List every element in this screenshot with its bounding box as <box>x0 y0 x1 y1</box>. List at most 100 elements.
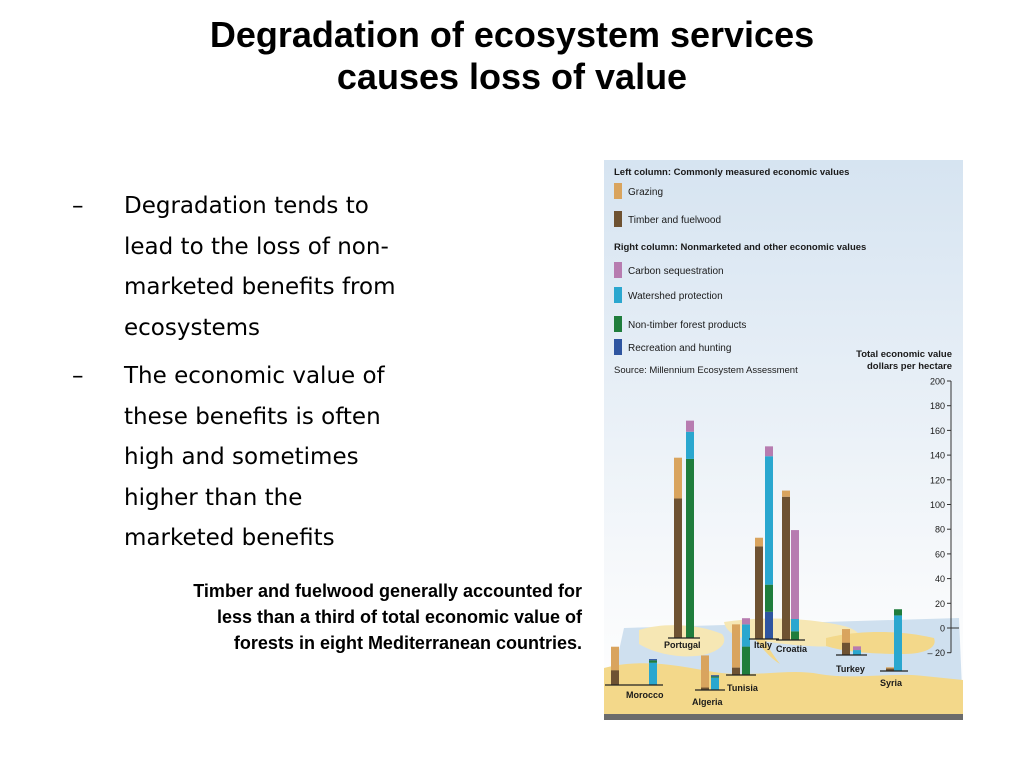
bar-segment-timber-left <box>755 546 763 639</box>
country-label: Tunisia <box>727 683 759 693</box>
bar-segment-carbon-right <box>765 446 773 457</box>
bar-segment-ntfp-right <box>686 458 694 638</box>
bar-segment-recreation-right <box>711 675 719 677</box>
bar-segment-recreation-right <box>765 611 773 639</box>
bar-segment-carbon-right <box>853 646 861 651</box>
bar-segment-timber-left <box>782 496 790 640</box>
y-tick-label: 0 <box>940 624 945 634</box>
caption-line: less than a third of total economic valu… <box>216 607 582 627</box>
legend-label-grazing: Grazing <box>628 187 663 198</box>
source-note: Source: Millennium Ecosystem Assessment <box>614 365 798 376</box>
bar-segment-ntfp-right <box>649 660 657 663</box>
title-line: Degradation of ecosystem services <box>209 14 815 55</box>
legend-swatch-carbon <box>614 262 622 278</box>
bar-segment-timber-left <box>732 667 740 675</box>
bar-segment-timber-left <box>842 642 850 655</box>
y-axis-title-line: Total economic value <box>856 349 952 360</box>
bullet-list: – Degradation tends to lead to the loss … <box>70 186 470 567</box>
bullet-line: Degradation tends to <box>124 193 369 219</box>
bullet-line: ecosystems <box>124 314 261 341</box>
chart-legend: Left column: Commonly measured economic … <box>614 167 866 376</box>
y-tick-label: 60 <box>935 549 945 559</box>
caption-line: Timber and fuelwood generally accounted … <box>193 581 582 601</box>
figure-caption: Timber and fuelwood generally accounted … <box>60 578 582 656</box>
bar-segment-recreation-right <box>649 659 657 661</box>
legend-swatch-grazing <box>614 183 622 199</box>
bar-segment-carbon-right <box>742 618 750 625</box>
legend-swatch-ntfp <box>614 316 622 332</box>
y-tick-label: 180 <box>930 401 945 411</box>
legend-swatch-recreation <box>614 339 622 355</box>
bullet-line: lead to the loss of non- <box>124 233 389 260</box>
country-label: Italy <box>754 640 772 650</box>
bar-segment-ntfp-right <box>711 676 719 678</box>
country-bars-turkey <box>836 629 867 656</box>
country-bars-tunisia <box>726 618 756 676</box>
country-bars-italy <box>749 446 779 640</box>
bullet-line: higher than the <box>124 484 303 511</box>
y-tick-label: 20 <box>935 599 945 609</box>
bar-segment-grazing-left <box>611 646 619 671</box>
bar-segment-watershed-right <box>791 619 799 632</box>
bar-segment-watershed-right <box>765 456 773 585</box>
bar-segment-timber-left <box>674 498 682 638</box>
bar-segment-ntfp-right <box>894 609 902 616</box>
bar-segment-grazing-left <box>782 490 790 497</box>
y-tick-label: 40 <box>935 574 945 584</box>
legend-heading-right: Right column: Nonmarketed and other econ… <box>614 242 866 253</box>
country-bars-croatia <box>776 490 805 641</box>
y-tick-label: 120 <box>930 475 945 485</box>
legend-heading-left: Left column: Commonly measured economic … <box>614 167 849 178</box>
bullet-line: high and sometimes <box>124 444 359 470</box>
map-land-iberia <box>639 625 725 657</box>
bullet-line: The economic value of <box>124 363 385 389</box>
bar-segment-timber-left <box>886 668 894 671</box>
bar-segment-timber-left <box>611 670 619 685</box>
legend-label-recreation: Recreation and hunting <box>628 343 731 354</box>
bullet-line: marketed benefits from <box>124 274 396 300</box>
y-tick-label: – 20 <box>927 648 945 658</box>
bar-segment-watershed-right <box>686 431 694 459</box>
legend-swatch-watershed <box>614 287 622 303</box>
legend-label-timber: Timber and fuelwood <box>628 215 721 226</box>
bar-segment-grazing-left <box>674 457 682 499</box>
country-label: Morocco <box>626 690 664 700</box>
bar-segment-carbon-right <box>791 530 799 620</box>
economic-value-figure: Left column: Commonly measured economic … <box>604 160 963 720</box>
y-tick-label: 140 <box>930 451 945 461</box>
y-tick-label: 160 <box>930 426 945 436</box>
bar-segment-ntfp-right <box>791 631 799 640</box>
slide-title: Degradation of ecosystem services causes… <box>100 14 924 98</box>
bullet-item: – Degradation tends to lead to the loss … <box>70 186 470 348</box>
bar-segment-grazing-left <box>732 624 740 668</box>
bar-segment-ntfp-right <box>765 584 773 612</box>
map-land-south <box>604 663 963 718</box>
bar-segment-ntfp-right <box>742 646 750 675</box>
country-bars-morocco <box>605 646 663 686</box>
bar-segment-watershed-right <box>649 662 657 685</box>
bar-segment-watershed-right <box>742 624 750 647</box>
country-bars-portugal <box>668 420 700 639</box>
bar-segment-watershed-right <box>853 650 861 655</box>
bar-segment-grazing-left <box>842 629 850 643</box>
bar-segment-grazing-left <box>755 537 763 547</box>
bullet-line: these benefits is often <box>124 403 381 430</box>
country-label: Algeria <box>692 697 724 707</box>
legend-label-carbon: Carbon sequestration <box>628 266 724 277</box>
legend-label-watershed: Watershed protection <box>628 291 723 302</box>
bar-segment-carbon-right <box>686 420 694 432</box>
title-line: causes loss of value <box>336 56 688 97</box>
bar-segment-grazing-left <box>701 655 709 688</box>
caption-line: forests in eight Mediterranean countries… <box>233 633 582 653</box>
legend-label-ntfp: Non-timber forest products <box>628 320 746 331</box>
country-label: Turkey <box>836 664 865 674</box>
bullet-item: – The economic value of these benefits i… <box>70 356 470 559</box>
y-tick-label: 100 <box>930 500 945 510</box>
map-bottom-edge <box>604 714 963 720</box>
map-land-italy <box>754 638 780 664</box>
country-label: Portugal <box>664 640 701 650</box>
economic-value-chart: Left column: Commonly measured economic … <box>604 160 963 720</box>
bar-segment-watershed-right <box>894 615 902 671</box>
bullet-dash: – <box>72 363 84 389</box>
